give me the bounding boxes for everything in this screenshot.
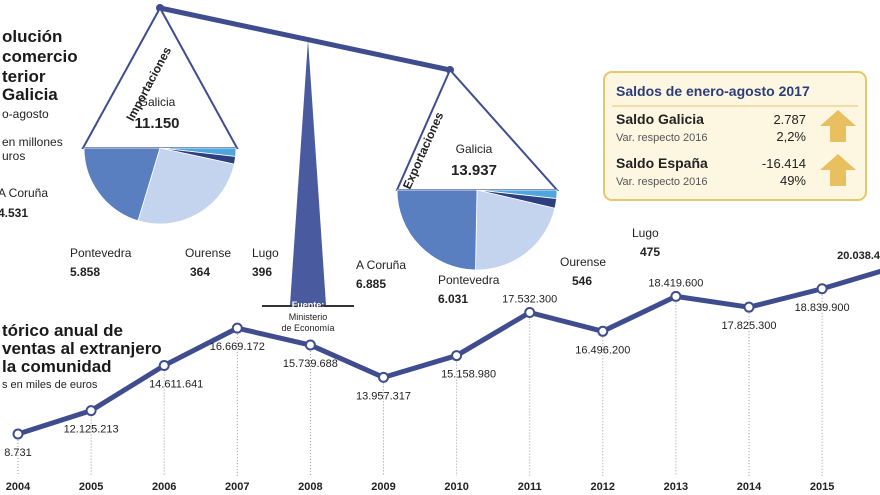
line-unit: s en miles de euros [2, 379, 98, 391]
saldos-title: Saldos de enero-agosto 2017 [616, 83, 810, 99]
saldos-box [603, 71, 867, 201]
title: terior [2, 67, 46, 86]
x-tick-label: 2010 [444, 481, 468, 493]
slice-label: A Coruña [356, 258, 406, 272]
point [743, 301, 755, 313]
total: 13.937 [451, 162, 497, 179]
saldo-change: 2,2% [776, 129, 806, 144]
saldo-name: Saldo España [616, 155, 708, 171]
subtitle: o-agosto [2, 107, 49, 121]
saldo-name: Saldo Galicia [616, 111, 704, 127]
value-label: 8.731 [4, 447, 32, 459]
slice-label: A Coruña [0, 186, 48, 200]
point [85, 405, 97, 417]
point [597, 325, 609, 337]
slice-label: Ourense [185, 246, 231, 260]
x-tick-label: 2006 [152, 481, 176, 493]
value-label: 16.496.200 [575, 344, 630, 356]
saldo-change: 49% [780, 173, 806, 188]
x-tick-label: 2012 [591, 481, 615, 493]
slice-value: 6.885 [356, 277, 386, 291]
saldo-note: Var. respecto 2016 [616, 132, 708, 144]
title: comercio [2, 47, 78, 66]
slice-value: 546 [572, 274, 592, 288]
scale-pole [290, 40, 326, 305]
saldo-note: Var. respecto 2016 [616, 176, 708, 188]
point [524, 306, 536, 318]
x-tick-label: 2007 [225, 481, 249, 493]
source-label: Fuente: [292, 300, 325, 310]
saldo-value: -16.414 [762, 156, 806, 171]
unit: en millones [2, 135, 63, 149]
source: Ministerio [289, 312, 328, 322]
x-tick-label: 2005 [79, 481, 103, 493]
value-label: 18.419.600 [648, 277, 703, 289]
value-label: 16.669.172 [210, 341, 265, 353]
slice-label: Ourense [560, 255, 606, 269]
title: olución [2, 27, 62, 46]
title: Galicia [2, 85, 58, 104]
saldo-value: 2.787 [773, 112, 806, 127]
x-tick-label: 2008 [298, 481, 322, 493]
value-label: 17.825.300 [721, 320, 776, 332]
value-label: 14.611.641 [149, 379, 203, 391]
total-label: Galicia [139, 95, 176, 109]
slice-label: Pontevedra [438, 273, 500, 287]
source: de Economía [281, 323, 334, 333]
x-tick-label: 2013 [664, 481, 688, 493]
x-tick-label: 2015 [810, 481, 834, 493]
point [816, 283, 828, 295]
pie-slice [137, 147, 235, 225]
slice-label: Lugo [252, 246, 279, 260]
total: 11.150 [134, 115, 179, 132]
value-label: 18.839.900 [795, 302, 850, 314]
pie-slice [475, 189, 556, 271]
arrow-up [820, 154, 856, 186]
slice-value: 4.531 [0, 206, 28, 220]
value-label: 15.158.980 [441, 369, 496, 381]
point [670, 290, 682, 302]
x-tick-label: 2004 [6, 481, 31, 493]
slice-value: 396 [252, 265, 272, 279]
arrow-up [820, 110, 856, 142]
value-label: 17.532.300 [502, 293, 557, 305]
line-title: la comunidad [2, 357, 112, 376]
point [12, 428, 24, 440]
value-label: 12.125.213 [64, 424, 119, 436]
point [378, 371, 389, 383]
slice-value: 6.031 [438, 292, 468, 306]
pie-slice [396, 189, 478, 271]
slice-label: Pontevedra [70, 246, 132, 260]
slice-value: 364 [190, 265, 210, 279]
scale-beam [159, 5, 451, 73]
x-tick-label: 2011 [518, 481, 542, 493]
slice-label: Lugo [632, 226, 659, 240]
x-tick-label: 2009 [371, 481, 395, 493]
point [231, 322, 243, 334]
unit: uros [2, 149, 25, 163]
total-label: Galicia [456, 142, 493, 156]
point [451, 350, 463, 362]
value-label: 20.038.4 [837, 250, 880, 262]
point [158, 360, 170, 372]
pie-slice [83, 147, 161, 222]
value-label: 15.739.688 [283, 358, 338, 370]
x-tick-label: 2014 [737, 481, 762, 493]
slice-value: 5.858 [70, 265, 100, 279]
line-title: ventas al extranjero [2, 339, 162, 358]
value-label: 13.957.317 [356, 390, 411, 402]
slice-value: 475 [640, 245, 660, 259]
line-title: tórico anual de [2, 321, 123, 340]
point [304, 339, 316, 351]
